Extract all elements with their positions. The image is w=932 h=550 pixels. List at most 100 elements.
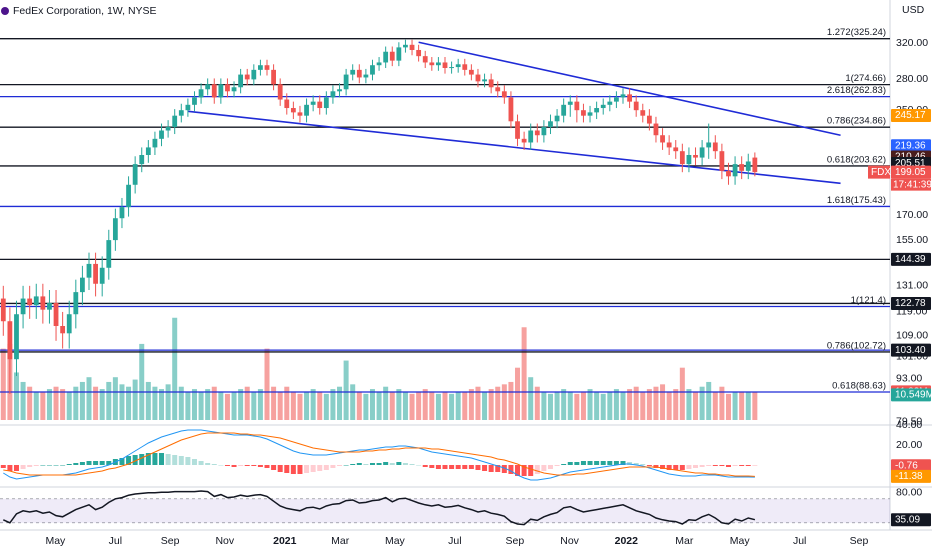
volume-bar: [112, 377, 118, 420]
x-tick-label: Sep: [506, 535, 525, 547]
candle-body: [752, 157, 758, 173]
candle-body: [211, 84, 217, 98]
macd-histogram-bar: [620, 461, 626, 465]
volume-bar: [613, 389, 619, 420]
macd-histogram-bar: [165, 454, 171, 465]
volume-bar: [666, 391, 672, 420]
volume-bar: [528, 377, 534, 420]
volume-bar: [416, 391, 422, 420]
candle-body: [686, 155, 692, 165]
candle-body: [488, 79, 494, 88]
macd-histogram-bar: [73, 463, 79, 465]
price-tag-label: -11.38: [895, 471, 923, 482]
macd-histogram-bar: [534, 465, 540, 474]
macd-histogram-bar: [699, 465, 705, 467]
price-tag: [891, 165, 931, 179]
candle-body: [482, 79, 487, 82]
candle-body: [633, 101, 639, 111]
price-tag: [891, 108, 931, 122]
volume-bar: [462, 391, 468, 420]
level-label: 0.618(203.62): [827, 154, 886, 165]
candle-body: [679, 151, 685, 165]
candle-body: [33, 296, 39, 306]
macd-histogram-bar: [139, 454, 145, 465]
volume-bar: [679, 367, 685, 420]
candle-body: [225, 84, 230, 92]
macd-histogram-bar: [13, 465, 19, 471]
volume-bar: [356, 391, 362, 420]
volume-bar: [257, 389, 263, 420]
candle-body: [139, 155, 145, 165]
volume-bar: [330, 389, 336, 420]
x-tick-label: Sep: [161, 535, 180, 547]
price-tag: [891, 513, 931, 527]
macd-histogram-bar: [40, 465, 46, 466]
candle-body: [356, 69, 362, 78]
macd-histogram-bar: [435, 465, 441, 469]
macd-histogram-bar: [673, 465, 679, 470]
macd-histogram-bar: [416, 465, 422, 466]
macd-histogram-bar: [356, 463, 362, 465]
macd-histogram-bar: [521, 465, 527, 476]
macd-histogram-bar: [455, 465, 461, 469]
macd-histogram-bar: [422, 465, 428, 467]
price-tag-label: 144.39: [895, 254, 926, 265]
candle-body: [152, 138, 158, 148]
macd-histogram-bar: [86, 461, 92, 465]
macd-histogram-bar: [277, 465, 283, 472]
volume-bar: [409, 393, 415, 420]
macd-histogram-bar: [106, 461, 112, 465]
macd-histogram-bar: [646, 465, 652, 466]
candle-body: [403, 44, 408, 48]
candle-body: [726, 170, 731, 177]
price-tag-label: 199.05: [895, 167, 926, 178]
candle-body: [554, 115, 560, 122]
price-tag-label: 10.549M: [895, 390, 932, 401]
level-label: 1(121.4): [851, 295, 886, 306]
volume-bar: [422, 389, 428, 420]
price-tag: [891, 388, 931, 402]
macd-histogram-bar: [178, 456, 184, 465]
x-tick-label: May: [730, 535, 751, 547]
volume-bar: [178, 386, 184, 420]
candle-body: [66, 314, 72, 334]
candle-body: [7, 321, 13, 360]
candle-body: [86, 263, 92, 278]
volume-bar: [238, 389, 244, 420]
volume-bar: [402, 391, 408, 420]
macd-histogram-bar: [66, 464, 72, 465]
volume-bar: [46, 389, 52, 420]
candle-body: [330, 91, 336, 98]
volume-bar: [165, 384, 171, 420]
currency: USD: [902, 4, 925, 16]
macd-histogram-bar: [271, 465, 277, 470]
candle-body: [442, 62, 448, 68]
candle-body: [218, 84, 224, 98]
volume-bar: [449, 393, 455, 420]
y-tick-label: 320.00: [896, 37, 928, 49]
price-tag: [891, 252, 931, 266]
macd-tick-label: 20.00: [896, 439, 922, 451]
macd-histogram-bar: [369, 463, 375, 465]
volume-bar: [706, 381, 712, 420]
macd-histogram-bar: [561, 464, 567, 465]
volume-bar: [33, 391, 39, 420]
level-label: 0.786(102.72): [827, 340, 886, 351]
candle-body: [290, 108, 296, 113]
level-label: 1.272(325.24): [827, 27, 886, 38]
volume-bar: [60, 389, 66, 420]
candle-body: [521, 138, 527, 143]
candle-body: [436, 62, 441, 66]
candle-body: [587, 112, 593, 116]
macd-histogram-bar: [7, 465, 13, 471]
macd-histogram-bar: [693, 465, 699, 468]
candle-body: [383, 51, 389, 63]
macd-histogram-bar: [350, 464, 356, 465]
macd-histogram-bar: [337, 465, 343, 466]
candle-body: [93, 263, 98, 284]
volume-bar: [719, 386, 725, 420]
macd-histogram-bar: [251, 465, 257, 466]
level-label: 1(274.66): [845, 73, 886, 84]
macd-histogram-bar: [132, 455, 138, 465]
